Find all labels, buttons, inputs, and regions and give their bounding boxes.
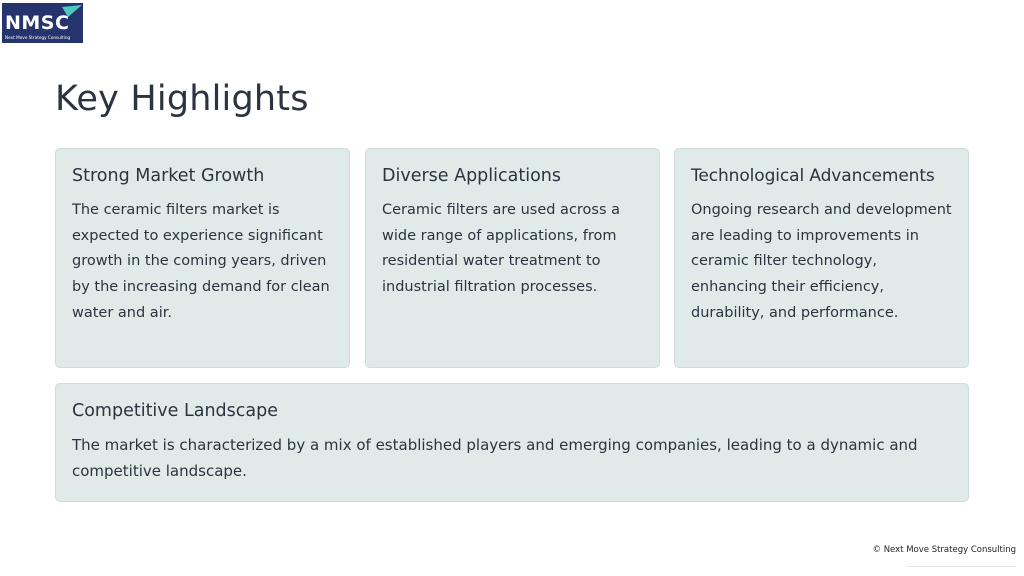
highlight-card-applications: Diverse Applications Ceramic filters are… — [365, 148, 660, 368]
highlight-card-competitive-landscape: Competitive Landscape The market is char… — [55, 383, 969, 502]
highlight-card-technology: Technological Advancements Ongoing resea… — [674, 148, 969, 368]
logo-mark: NMSC Next Move Strategy Consulting — [2, 3, 83, 43]
page-title: Key Highlights — [55, 79, 309, 119]
logo-letters: NMSC — [5, 12, 69, 34]
footer-divider — [906, 566, 1016, 567]
card-title: Competitive Landscape — [72, 401, 278, 421]
card-body: The ceramic filters market is expected t… — [72, 202, 330, 321]
logo-tagline: Next Move Strategy Consulting — [5, 35, 71, 40]
card-body: The market is characterized by a mix of … — [72, 436, 918, 480]
highlight-card-market-growth: Strong Market Growth The ceramic filters… — [55, 148, 350, 368]
card-body: Ceramic filters are used across a wide r… — [382, 202, 621, 296]
card-body: Ongoing research and development are lea… — [691, 202, 952, 321]
company-logo: NMSC Next Move Strategy Consulting — [2, 3, 83, 43]
card-title: Technological Advancements — [691, 166, 935, 186]
card-title: Diverse Applications — [382, 166, 561, 186]
card-title: Strong Market Growth — [72, 166, 265, 186]
footer-copyright: © Next Move Strategy Consulting — [872, 541, 1016, 559]
